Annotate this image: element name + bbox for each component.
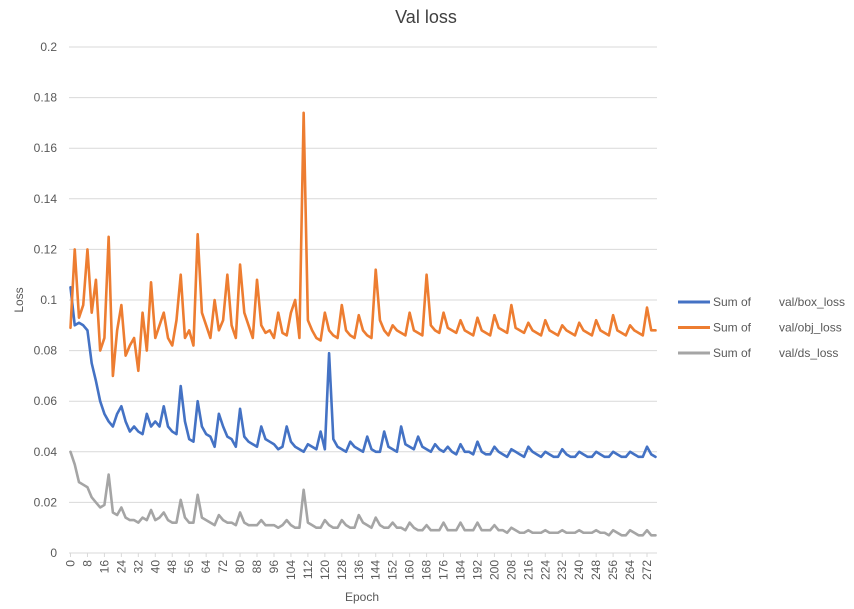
x-tick-label: 104 bbox=[284, 560, 298, 580]
y-tick-label: 0.14 bbox=[34, 192, 58, 206]
legend: Sum of val/box_loss Sum of val/obj_loss Sum … bbox=[678, 295, 845, 360]
x-tick-label: 248 bbox=[589, 560, 603, 580]
legend-prefix: Sum of bbox=[713, 321, 752, 335]
x-tick-label: 240 bbox=[572, 560, 586, 580]
legend-metric: val/ds_loss bbox=[779, 346, 838, 360]
y-tick-label: 0 bbox=[50, 546, 57, 560]
x-tick-label: 192 bbox=[470, 560, 484, 580]
x-tick-label: 0 bbox=[64, 560, 78, 567]
x-tick-label: 136 bbox=[352, 560, 366, 580]
series-line-val-obj_loss bbox=[69, 111, 657, 378]
x-tick-label: 16 bbox=[97, 560, 111, 574]
y-tick-label: 0.08 bbox=[34, 344, 58, 358]
legend-prefix: Sum of bbox=[713, 295, 752, 309]
series-line-val-box_loss bbox=[69, 286, 657, 459]
series-lines bbox=[69, 111, 657, 537]
x-axis-ticks: 0 8 16 24 32 40 48 56 64 72 80 88 96 104 112 120 128 136 1… bbox=[64, 553, 654, 580]
x-tick-label: 184 bbox=[454, 560, 468, 580]
y-tick-label: 0.16 bbox=[34, 141, 58, 155]
x-tick-label: 24 bbox=[114, 560, 128, 574]
x-tick-label: 40 bbox=[148, 560, 162, 574]
legend-metric: val/box_loss bbox=[779, 295, 845, 309]
x-tick-label: 80 bbox=[233, 560, 247, 574]
legend-metric: val/obj_loss bbox=[779, 321, 842, 335]
x-tick-label: 232 bbox=[555, 560, 569, 580]
series-line-val-ds_loss bbox=[69, 450, 657, 537]
y-tick-label: 0.06 bbox=[34, 394, 58, 408]
x-axis-title: Epoch bbox=[345, 590, 379, 604]
x-tick-label: 128 bbox=[335, 560, 349, 580]
y-axis-ticks: 0 0.02 0.04 0.06 0.08 0.1 0.12 0.14 0.16 0.18 0.2 bbox=[34, 40, 58, 560]
y-tick-label: 0.2 bbox=[40, 40, 57, 54]
legend-prefix: Sum of bbox=[713, 346, 752, 360]
x-tick-label: 216 bbox=[521, 560, 535, 580]
y-axis-title: Loss bbox=[12, 287, 26, 312]
x-tick-label: 64 bbox=[199, 560, 213, 574]
chart-title: Val loss bbox=[395, 7, 457, 27]
x-tick-label: 32 bbox=[131, 560, 145, 574]
x-tick-label: 168 bbox=[420, 560, 434, 580]
x-tick-label: 112 bbox=[301, 560, 315, 579]
x-tick-label: 96 bbox=[267, 560, 281, 574]
x-tick-label: 88 bbox=[250, 560, 264, 574]
x-tick-label: 272 bbox=[640, 560, 654, 580]
y-tick-label: 0.04 bbox=[34, 445, 58, 459]
x-tick-label: 120 bbox=[318, 560, 332, 580]
x-tick-label: 72 bbox=[216, 560, 230, 574]
x-tick-label: 208 bbox=[504, 560, 518, 580]
x-tick-label: 152 bbox=[386, 560, 400, 580]
y-tick-label: 0.12 bbox=[34, 242, 58, 256]
y-tick-label: 0.02 bbox=[34, 495, 58, 509]
gridlines bbox=[69, 46, 657, 503]
y-tick-label: 0.1 bbox=[40, 293, 57, 307]
x-tick-label: 8 bbox=[80, 560, 94, 567]
x-tick-label: 224 bbox=[538, 560, 552, 580]
y-tick-label: 0.18 bbox=[34, 91, 58, 105]
x-tick-label: 144 bbox=[369, 560, 383, 580]
x-tick-label: 256 bbox=[606, 560, 620, 580]
x-tick-label: 56 bbox=[182, 560, 196, 574]
x-tick-label: 200 bbox=[487, 560, 501, 580]
x-tick-label: 176 bbox=[437, 560, 451, 580]
x-tick-label: 264 bbox=[623, 560, 637, 580]
x-tick-label: 48 bbox=[165, 560, 179, 574]
x-tick-label: 160 bbox=[403, 560, 417, 580]
